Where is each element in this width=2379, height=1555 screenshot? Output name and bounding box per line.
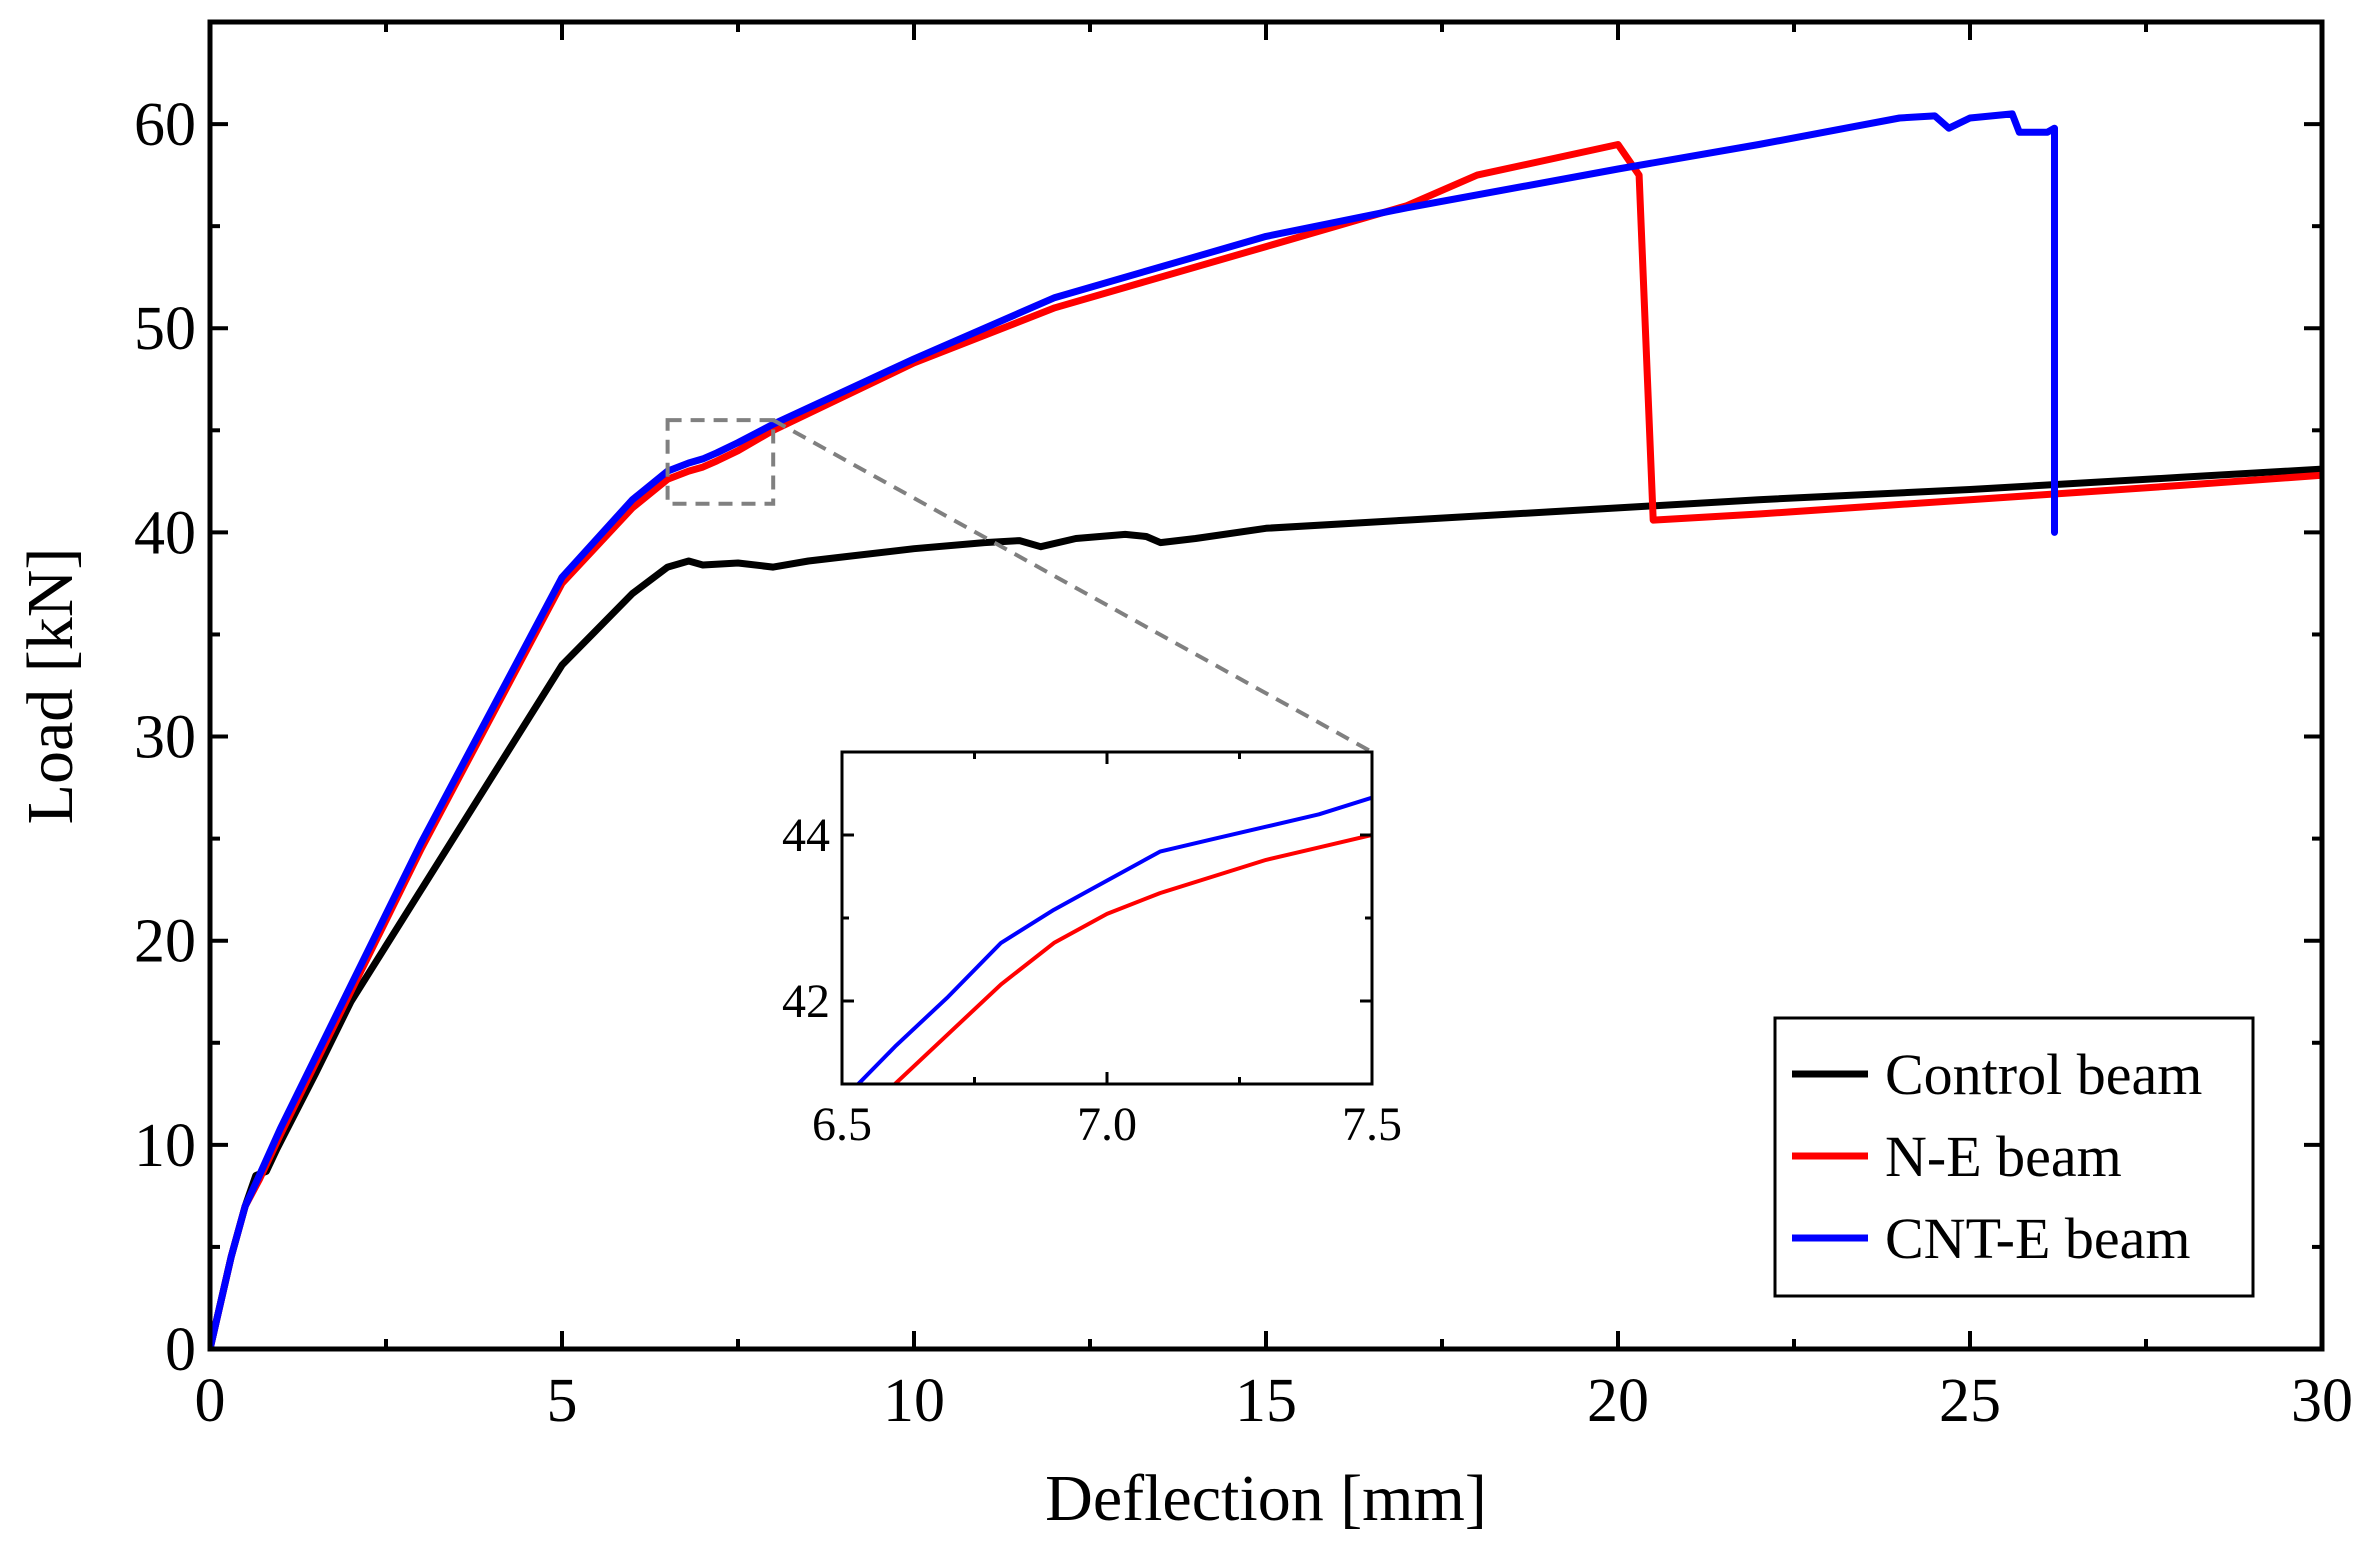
inset-series-line-n-e-beam: [892, 833, 1372, 1084]
x-tick-label: 30: [2291, 1367, 2353, 1435]
y-tick-label: 0: [165, 1316, 196, 1384]
legend-label-n-e-beam: N-E beam: [1885, 1124, 2122, 1189]
plot-frame: [207, 19, 2325, 1352]
y-tick-label: 10: [134, 1112, 196, 1180]
inset-x-tick-label: 7.5: [1342, 1098, 1402, 1151]
y-tick-label: 40: [134, 499, 196, 567]
x-tick-label: 25: [1939, 1367, 2001, 1435]
x-tick-label: 10: [883, 1367, 945, 1435]
inset-x-tick-label: 7.0: [1077, 1098, 1137, 1151]
inset-y-tick-label: 42: [782, 975, 830, 1028]
inset-series-line-cnt-e-beam: [855, 795, 1372, 1084]
inset-series-group: [855, 795, 1372, 1084]
y-tick-label: 60: [134, 91, 196, 159]
x-tick-label: 15: [1235, 1367, 1297, 1435]
inset-y-tick-label: 44: [782, 809, 830, 862]
x-tick-label: 20: [1587, 1367, 1649, 1435]
x-tick-label: 5: [547, 1367, 578, 1435]
legend: Control beam N-E beam CNT-E beam: [1773, 1016, 2255, 1298]
inset-x-tick-label: 6.5: [812, 1098, 872, 1151]
y-tick-label: 50: [134, 295, 196, 363]
legend-label-control-beam: Control beam: [1885, 1042, 2202, 1107]
zoom-indicator: [665, 418, 1373, 754]
inset-tick-labels-group: 6.5 7.0 7.5 42 44: [782, 809, 1402, 1151]
y-axis-title: Load [kN]: [14, 548, 87, 825]
inset-frame: [840, 750, 1374, 1086]
x-axis-title: Deflection [mm]: [1045, 1462, 1487, 1535]
main-series-group: [210, 110, 2322, 1349]
zoom-connector-line: [772, 418, 1373, 754]
y-tick-label: 30: [134, 704, 196, 772]
legend-label-cnt-e-beam: CNT-E beam: [1885, 1206, 2191, 1271]
x-tick-label: 0: [195, 1367, 226, 1435]
inset-background: [842, 752, 1372, 1084]
zoom-region-box: [665, 418, 776, 506]
series-line-cnt-e-beam: [210, 110, 2058, 1349]
main-tick-labels-group: 0 5 10 15 20 25 30 0 10 20 30 40 50 60: [134, 91, 2353, 1435]
y-tick-label: 20: [134, 908, 196, 976]
